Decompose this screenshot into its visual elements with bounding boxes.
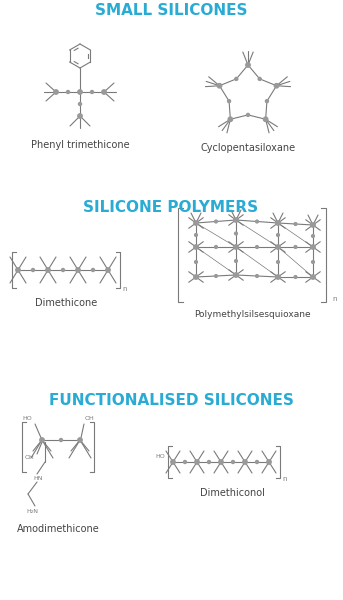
Circle shape xyxy=(311,260,315,263)
Circle shape xyxy=(195,460,199,464)
Circle shape xyxy=(215,245,217,248)
Circle shape xyxy=(46,268,50,272)
Circle shape xyxy=(234,218,238,222)
Text: FUNCTIONALISED SILICONES: FUNCTIONALISED SILICONES xyxy=(49,393,294,408)
Circle shape xyxy=(311,235,315,238)
Circle shape xyxy=(256,275,258,277)
Text: Polymethylsilsesquioxane: Polymethylsilsesquioxane xyxy=(194,310,310,319)
Circle shape xyxy=(274,83,279,88)
Circle shape xyxy=(247,113,249,116)
Circle shape xyxy=(16,268,20,272)
Circle shape xyxy=(234,245,238,249)
Text: OH: OH xyxy=(24,455,34,460)
Circle shape xyxy=(276,245,280,249)
Circle shape xyxy=(276,221,280,225)
Circle shape xyxy=(208,461,211,463)
Circle shape xyxy=(92,269,95,271)
Circle shape xyxy=(235,77,238,80)
Circle shape xyxy=(276,275,280,279)
Text: HN: HN xyxy=(33,476,43,481)
Text: Amodimethicone: Amodimethicone xyxy=(16,524,99,534)
Circle shape xyxy=(311,245,315,249)
Circle shape xyxy=(227,100,230,103)
Circle shape xyxy=(276,260,280,263)
Circle shape xyxy=(184,461,187,463)
Circle shape xyxy=(232,461,235,463)
Circle shape xyxy=(194,245,198,249)
Circle shape xyxy=(32,269,35,271)
Circle shape xyxy=(234,273,238,277)
Circle shape xyxy=(219,460,223,464)
Circle shape xyxy=(294,245,297,248)
Circle shape xyxy=(258,77,261,80)
Circle shape xyxy=(78,90,82,94)
Circle shape xyxy=(194,275,198,279)
Circle shape xyxy=(215,275,217,277)
Circle shape xyxy=(265,100,269,103)
Circle shape xyxy=(228,117,233,121)
Circle shape xyxy=(59,439,62,442)
Circle shape xyxy=(294,275,297,278)
Text: HO: HO xyxy=(22,415,32,421)
Circle shape xyxy=(311,223,315,227)
Circle shape xyxy=(91,91,94,94)
Circle shape xyxy=(61,269,64,271)
Circle shape xyxy=(243,460,247,464)
Text: Phenyl trimethicone: Phenyl trimethicone xyxy=(31,140,129,150)
Text: H₂N: H₂N xyxy=(26,509,38,514)
Circle shape xyxy=(311,275,315,279)
Text: Dimethicone: Dimethicone xyxy=(35,298,97,308)
Circle shape xyxy=(235,260,237,262)
Text: n: n xyxy=(282,476,286,482)
Text: HO: HO xyxy=(155,455,165,460)
Text: Cyclopentasiloxane: Cyclopentasiloxane xyxy=(200,143,296,153)
Circle shape xyxy=(217,83,222,88)
Circle shape xyxy=(263,117,268,121)
Circle shape xyxy=(256,245,258,248)
Circle shape xyxy=(194,260,198,263)
Text: n: n xyxy=(332,296,336,302)
Circle shape xyxy=(256,220,258,223)
Text: n: n xyxy=(122,286,127,292)
Circle shape xyxy=(276,233,280,236)
Circle shape xyxy=(40,438,44,442)
Circle shape xyxy=(294,223,297,226)
Circle shape xyxy=(215,220,217,223)
Circle shape xyxy=(78,438,82,442)
Circle shape xyxy=(194,221,198,225)
Circle shape xyxy=(79,103,82,106)
Circle shape xyxy=(67,91,70,94)
Circle shape xyxy=(194,233,198,236)
Text: SILICONE POLYMERS: SILICONE POLYMERS xyxy=(83,200,259,215)
Circle shape xyxy=(246,63,250,67)
Circle shape xyxy=(54,90,58,94)
Circle shape xyxy=(235,232,237,235)
Text: OH: OH xyxy=(85,415,95,421)
Circle shape xyxy=(106,268,110,272)
Circle shape xyxy=(256,461,259,463)
Text: Dimethiconol: Dimethiconol xyxy=(200,488,264,498)
Text: SMALL SILICONES: SMALL SILICONES xyxy=(95,3,247,18)
Circle shape xyxy=(102,90,106,94)
Circle shape xyxy=(76,268,80,272)
Circle shape xyxy=(267,460,271,464)
Circle shape xyxy=(171,460,175,464)
Circle shape xyxy=(78,114,82,118)
